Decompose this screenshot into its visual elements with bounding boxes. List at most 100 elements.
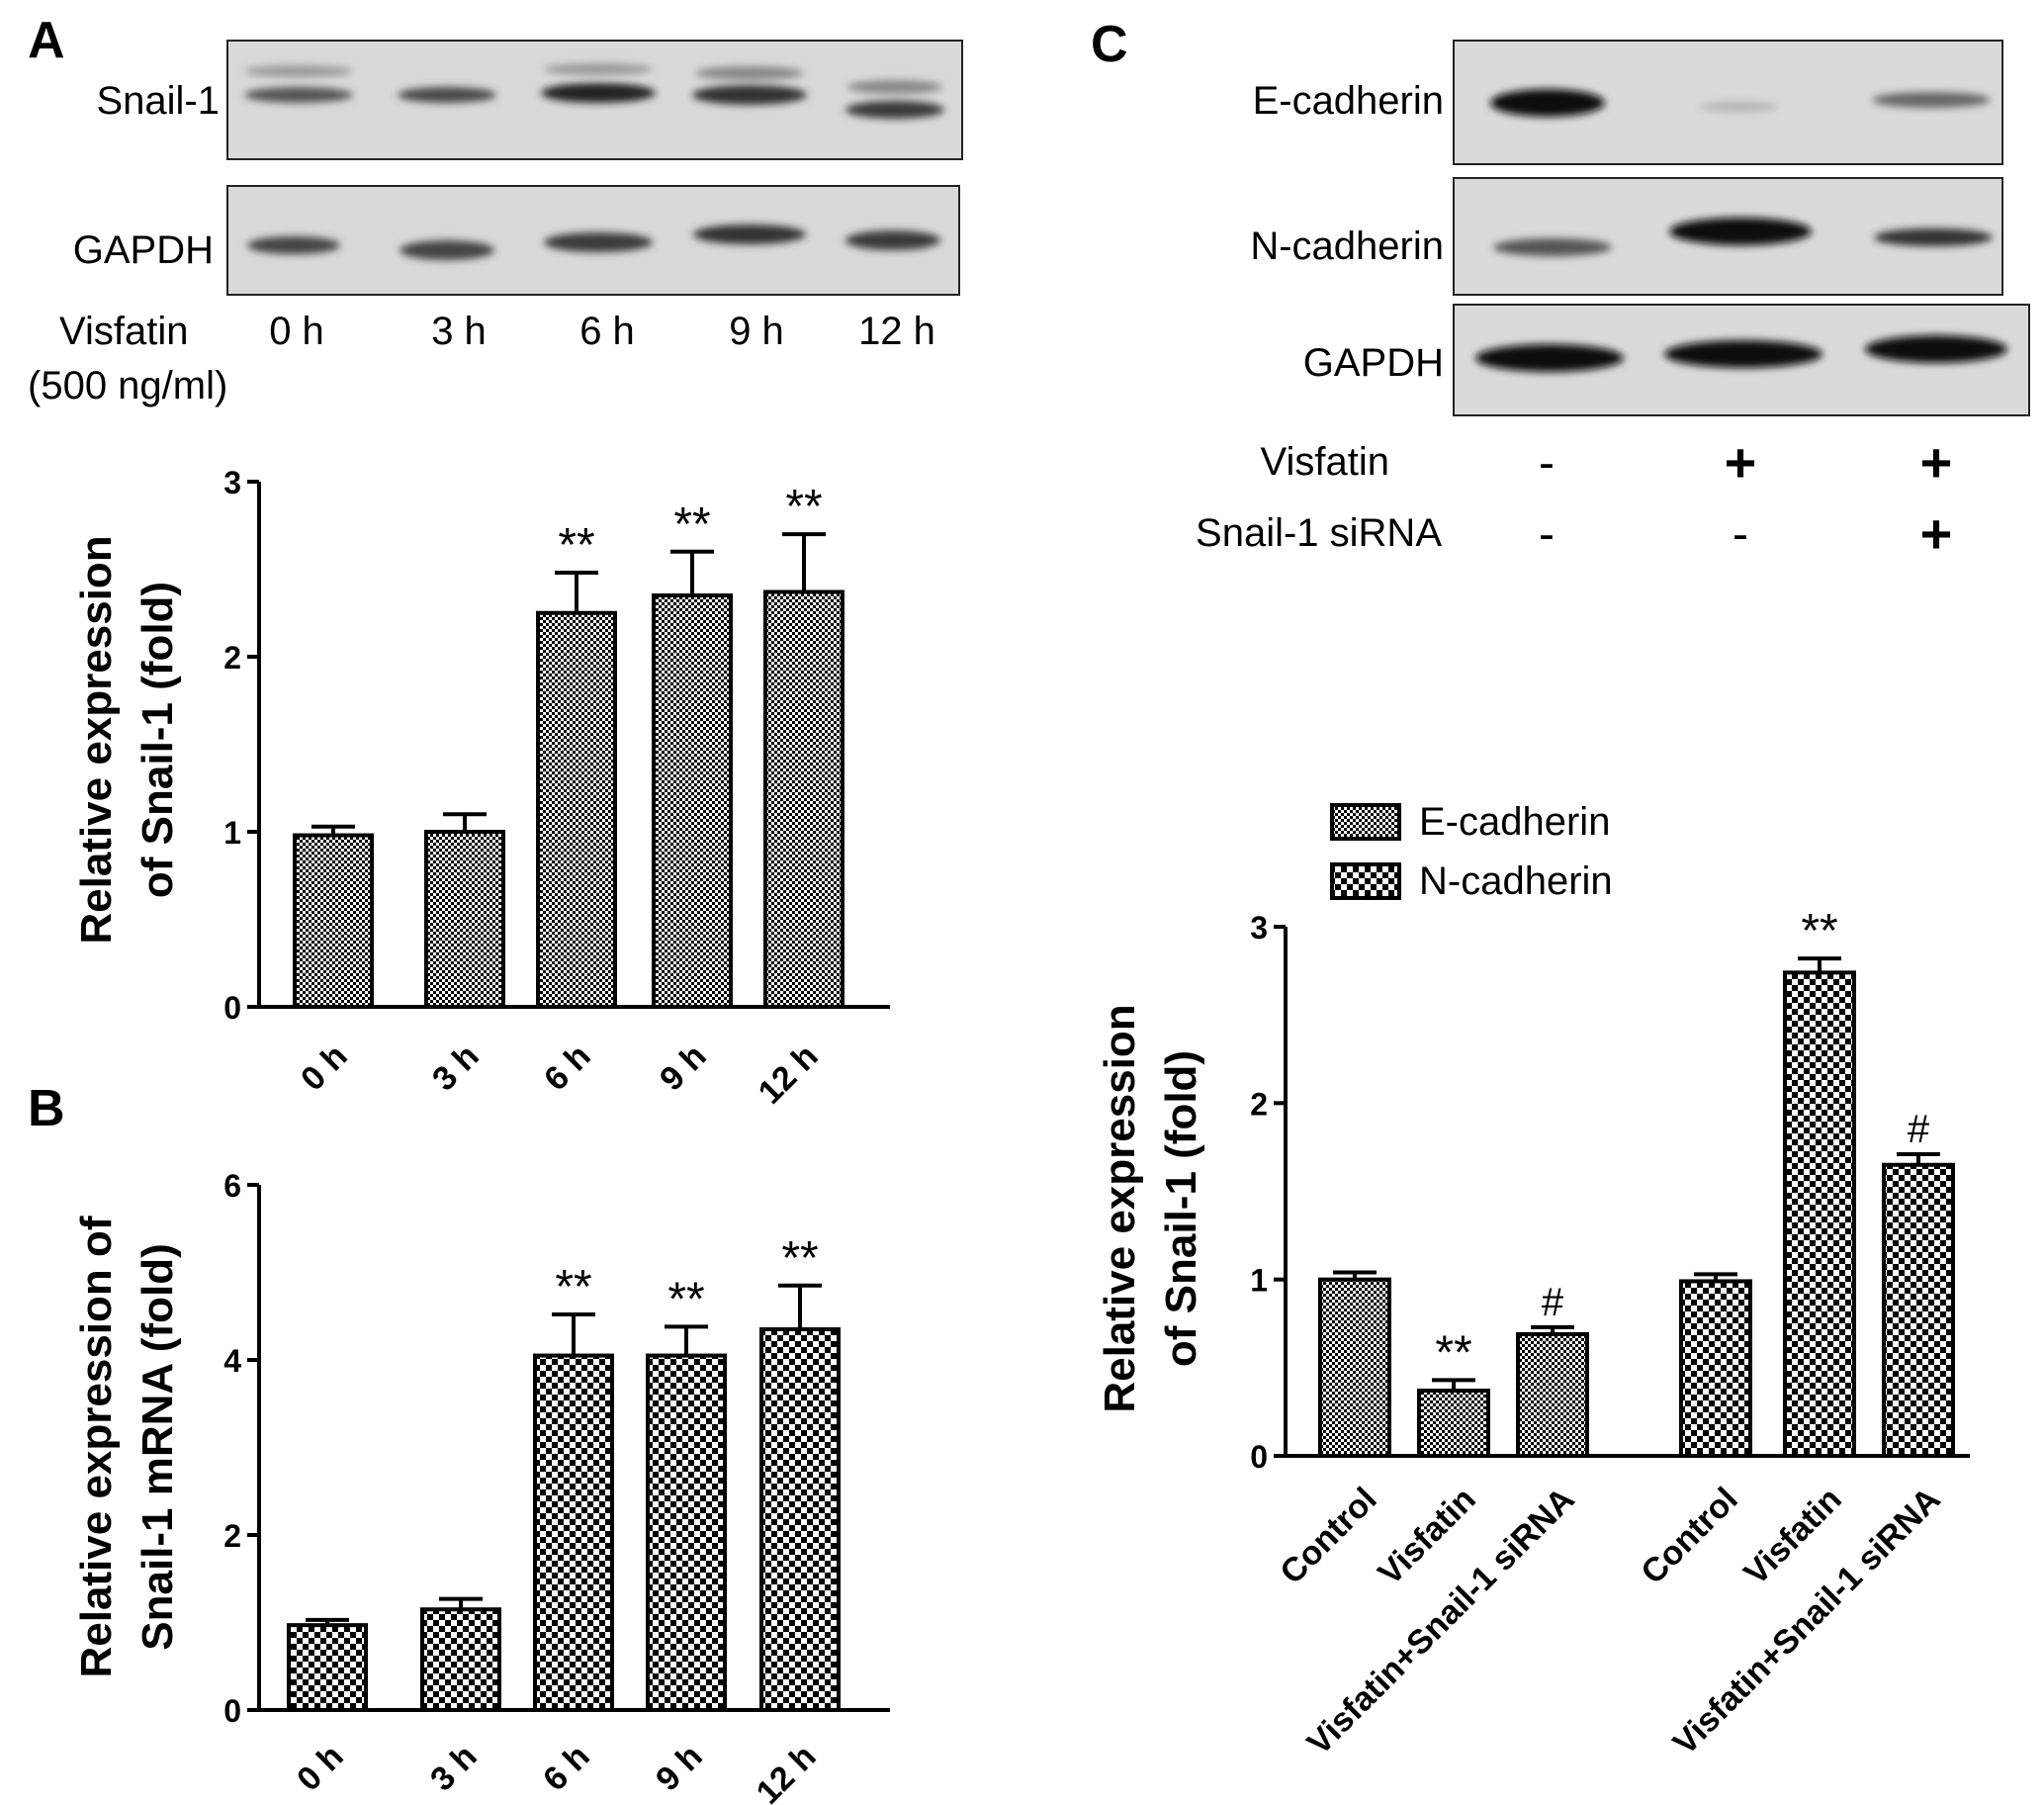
band <box>247 236 340 254</box>
significance-label: ** <box>781 1232 818 1285</box>
blot-c-row-label: N-cadherin <box>1250 225 1444 268</box>
x-tick-label: 9 h <box>653 1038 714 1099</box>
x-tick-label: 12 h <box>750 1738 824 1805</box>
band <box>845 101 944 119</box>
blot-c-ncad-bands <box>1493 218 1993 256</box>
bar <box>287 1623 368 1713</box>
blot-a: Snail-1 GAPDH Visfatin (500 ng/ml) 0 h 3… <box>28 40 963 407</box>
significance-label: ** <box>1435 1326 1471 1379</box>
y-tick-label: 0 <box>223 1693 241 1729</box>
blot-a-treatment-dose: (500 ng/ml) <box>28 364 227 407</box>
chart-b: 0 2 4 6 Relative expression of Snail-1 mRNA (… <box>72 1168 890 1805</box>
blot-a-lane-label: 6 h <box>579 310 635 353</box>
band <box>845 230 940 250</box>
y-axis-label: Relative expression of Snail-1 (fold) <box>1096 1004 1205 1412</box>
legend-label: N-cadherin <box>1419 859 1613 903</box>
blot-c-condition-mark: + <box>1725 431 1757 494</box>
x-tick-label: 6 h <box>536 1738 597 1799</box>
x-tick-label: Control <box>1273 1481 1383 1591</box>
y-axis-label-line: Relative expression <box>72 535 121 944</box>
blot-a-lane-label: 0 h <box>269 310 324 353</box>
y-axis-label-line: Relative expression of <box>72 1216 121 1677</box>
band <box>544 63 653 75</box>
band <box>695 66 804 80</box>
band <box>400 240 494 260</box>
significance-label: ** <box>785 481 822 533</box>
blot-a-gapdh-bands <box>247 225 940 260</box>
blot-a-lane-label: 12 h <box>858 310 935 353</box>
x-tick-label: 3 h <box>423 1738 485 1799</box>
significance-label: ** <box>558 519 594 572</box>
bar <box>533 1353 614 1712</box>
band <box>1664 340 1822 368</box>
y-tick-label: 0 <box>1250 1439 1268 1475</box>
band <box>1865 335 2007 363</box>
band <box>1872 92 1991 108</box>
band <box>692 85 807 105</box>
y-tick-label: 3 <box>223 465 241 500</box>
bar <box>1417 1389 1490 1459</box>
panel-label-a: A <box>28 12 65 69</box>
band <box>398 87 496 103</box>
y-axis-label-line: Snail-1 mRNA (fold) <box>133 1243 182 1650</box>
y-tick-label: 2 <box>223 1518 241 1554</box>
x-tick-label: 6 h <box>537 1038 598 1099</box>
y-tick-label: 2 <box>223 640 241 676</box>
band <box>544 232 653 252</box>
x-tick-label: 0 h <box>294 1038 355 1099</box>
x-tick-label: 9 h <box>649 1738 710 1799</box>
blot-c-row-label: GAPDH <box>1303 341 1444 385</box>
significance-label: # <box>1908 1108 1930 1151</box>
blot-c-condition-mark: - <box>1733 508 1748 561</box>
chart-a: 0 1 2 3 Relative expression of Snail-1 (fold)… <box>72 465 890 1112</box>
band <box>1493 238 1612 256</box>
blot-c-ecad-bands <box>1490 89 1991 117</box>
blot-c-condition-label: Snail-1 siRNA <box>1196 511 1442 555</box>
bar <box>1318 1277 1391 1458</box>
blot-a-row-label: Snail-1 <box>96 79 220 123</box>
legend-label: E-cadherin <box>1419 800 1610 844</box>
blot-c-condition-mark: - <box>1539 437 1555 490</box>
bar <box>1516 1331 1589 1458</box>
y-axis-label-line: Relative expression <box>1096 1004 1144 1412</box>
y-axis-label: Relative expression of Snail-1 mRNA (fold… <box>72 1216 182 1677</box>
band <box>693 225 806 244</box>
y-tick-label: 0 <box>223 990 241 1026</box>
blot-c-condition-mark: + <box>1920 502 1953 565</box>
band <box>1699 101 1778 113</box>
band <box>1475 344 1624 372</box>
band <box>244 65 353 77</box>
y-tick-label: 1 <box>223 815 241 851</box>
panel-label-c: C <box>1091 16 1128 73</box>
y-axis-label-line: of Snail-1 (fold) <box>133 582 182 898</box>
significance-label: ** <box>673 498 710 551</box>
significance-label: ** <box>667 1273 704 1325</box>
y-axis-label-line: of Snail-1 (fold) <box>1157 1050 1205 1367</box>
bar <box>536 610 617 1009</box>
legend-swatch <box>1330 862 1401 900</box>
band <box>847 80 942 94</box>
y-tick-label: 4 <box>223 1343 241 1379</box>
band <box>244 87 353 103</box>
bar <box>1882 1162 1955 1458</box>
blot-c: E-cadherin N-cadherin GAPDH Visfatin Sna… <box>1196 40 2030 565</box>
significance-label: ** <box>555 1261 591 1313</box>
band <box>1490 89 1605 117</box>
bar <box>1679 1279 1752 1458</box>
legend-swatch <box>1330 803 1401 841</box>
bar <box>652 593 733 1009</box>
bar <box>759 1327 841 1713</box>
blot-a-lane-label: 3 h <box>431 310 487 353</box>
band <box>1669 218 1812 245</box>
chart-c: 0 1 2 3 Relative expression of Snail-1 (fold)… <box>1096 800 1970 1762</box>
band <box>1874 228 1993 246</box>
bar <box>646 1353 727 1712</box>
y-axis-label: Relative expression of Snail-1 (fold) <box>72 535 182 944</box>
blot-a-treatment-label: Visfatin <box>59 310 188 353</box>
blot-c-condition-mark: + <box>1920 431 1953 494</box>
blot-c-condition-mark: - <box>1539 508 1555 561</box>
x-tick-label: 3 h <box>425 1038 487 1099</box>
band <box>541 83 656 103</box>
blot-c-condition-label: Visfatin <box>1261 440 1389 484</box>
